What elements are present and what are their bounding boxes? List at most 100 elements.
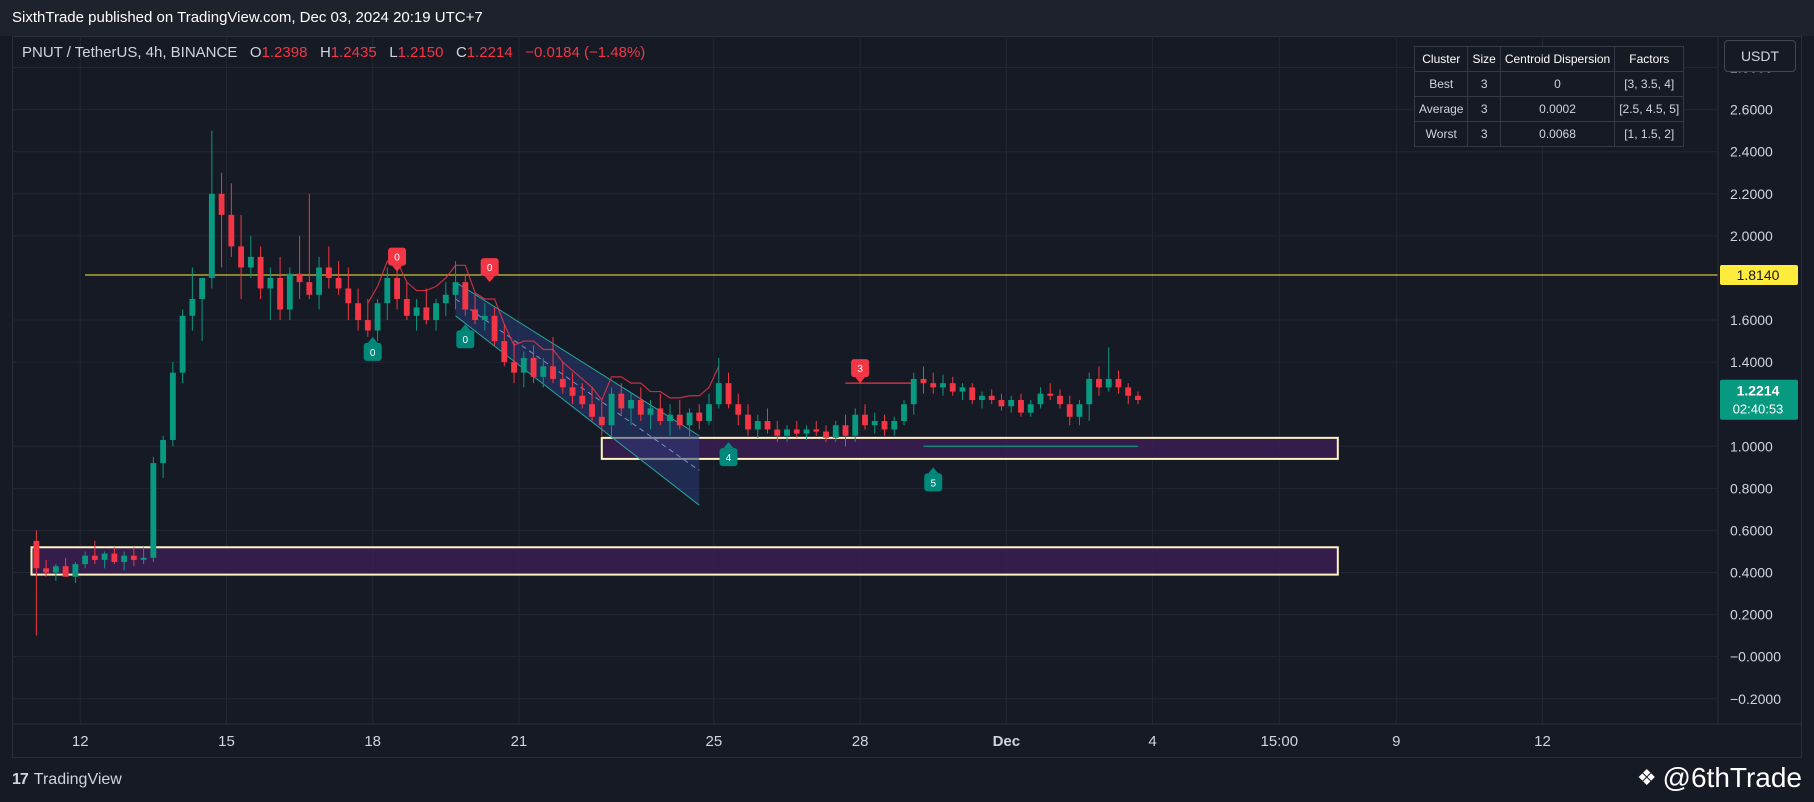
candle-body [1125,387,1132,396]
price-tick-label: −0.2000 [1730,691,1781,707]
candle-body [481,315,488,321]
candle-body [218,193,225,215]
price-tick-label: 0.6000 [1730,522,1773,538]
col-dispersion: Centroid Dispersion [1499,46,1616,72]
buy-signal-marker: 0 [363,336,382,361]
candle-body [520,357,527,373]
candle-body [316,267,323,295]
marker-pointer [367,336,378,343]
candle-body [988,395,995,400]
cell: 0.0002 [1499,96,1616,122]
candle-body [72,564,79,577]
candle-body [715,383,722,405]
price-tick-label: 2.0000 [1730,228,1773,244]
candle-body [208,193,215,278]
time-tick-label: 28 [852,733,869,750]
support-zones [30,436,1339,576]
candle-body [832,425,839,438]
marker-box [480,258,499,277]
low-value: 1.2150 [397,44,444,61]
candle-body [735,404,742,415]
marker-pointer [723,442,734,449]
candle-body [325,267,332,278]
marker-box [924,473,943,492]
author-watermark: ❖ @6thTrade [1637,762,1802,794]
candle-body [550,366,556,379]
candle-body [813,429,820,432]
candle-body [530,357,537,377]
resistance-price-label: 1.8140 [1737,267,1780,283]
candle-body [179,315,186,373]
candle-body [901,404,907,422]
candle-body [1057,395,1063,405]
candle-body [891,421,898,430]
footer [0,758,1814,802]
candle-body [1047,393,1054,396]
candle-body [267,277,274,289]
candle-body [374,303,381,331]
candle-body [930,383,937,388]
marker-box [388,247,407,266]
marker-pointer [855,377,866,384]
price-tick-label: −0.0000 [1730,649,1781,665]
marker-label: 3 [857,364,863,375]
currency-button[interactable]: USDT [1724,40,1796,72]
candle-body [852,414,859,436]
candle-body [676,414,683,426]
candle-body [413,307,420,316]
candle-body [803,429,810,434]
price-tick-label: 0.4000 [1730,565,1773,581]
candle-body [1076,404,1083,417]
candle-body [696,412,703,422]
candle-body [335,277,342,289]
candle-body [140,557,147,560]
candle-body [949,383,956,392]
marker-box [719,448,738,467]
candle-body [189,298,196,316]
channel-lower-line [455,315,700,506]
candle-body [442,294,449,304]
candle-body [257,256,264,289]
cell: 3 [1467,121,1501,147]
signal-markers: 0 0 3 0 0 4 5 [363,247,943,492]
candle-body [793,429,800,434]
candle-body [91,555,98,560]
tradingview-logo[interactable]: 17 TradingView [12,771,122,789]
candle-body [940,383,946,388]
candle-body [686,412,693,426]
time-tick-label: 12 [72,733,89,750]
candle-body [423,307,430,321]
price-tick-label: 0.2000 [1730,607,1773,623]
cluster-table: Cluster Size Centroid Dispersion Factors… [1413,46,1685,147]
candle-body [228,214,235,247]
candle-body [871,421,878,426]
candle-body [472,309,478,321]
current-price-tag [1720,379,1798,420]
time-tick-label: 21 [511,733,528,750]
candle-body [1066,404,1073,417]
sell-signal-marker: 3 [851,359,870,384]
candle-body [569,387,576,396]
cell: Worst [1413,121,1469,147]
candle-body [910,378,917,405]
current-price-label: 1.2214 [1737,383,1780,399]
table-row: Best 3 0 [3, 3.5, 4] [1413,71,1685,97]
candle-body [364,320,371,331]
candle-body [394,277,400,299]
time-tick-label: Dec [993,733,1021,750]
marker-label: 0 [487,263,493,274]
price-axis: 2.80002.60002.40002.20002.00001.60001.40… [1717,36,1798,724]
close-label: C [455,44,467,61]
time-tick-label: 15 [218,733,235,750]
candle-body [618,393,625,409]
candle-body [920,378,927,384]
candle-body [706,404,712,422]
candle-body [637,399,644,415]
buy-signal-marker: 4 [719,442,738,467]
marker-label: 0 [463,335,469,346]
tradingview-brand: TradingView [33,771,122,788]
support-zone [600,436,1339,460]
col-size: Size [1467,46,1501,72]
time-tick-label: 25 [706,733,723,750]
